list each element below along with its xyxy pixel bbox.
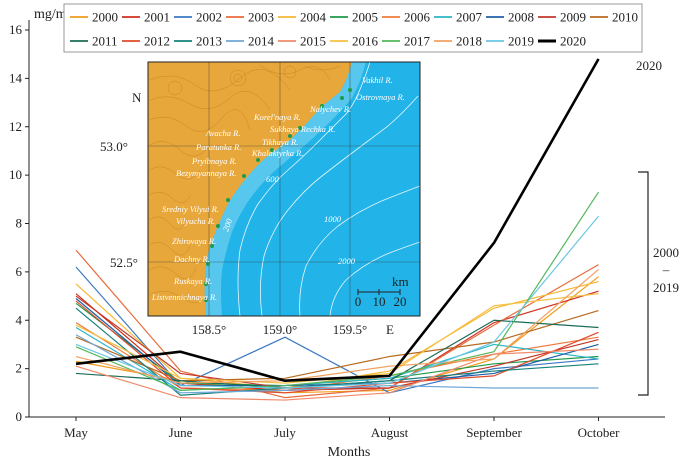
map-grid: [148, 62, 420, 316]
y-tick-label: 10: [9, 167, 22, 182]
legend-label-2002: 2002: [196, 10, 222, 25]
legend-label-2000: 2000: [92, 10, 118, 25]
legend-label-2014: 2014: [248, 34, 275, 49]
legend: 2000 2001 2002 2003 2004 2005 2006 2007 2008 2009…: [70, 10, 638, 49]
scale-unit: km: [392, 274, 409, 289]
legend-label-2009: 2009: [560, 10, 586, 25]
legend-label-2004: 2004: [300, 10, 327, 25]
river-label: Khalaktyrka R.: [251, 148, 303, 158]
series-line-2006: [75, 322, 599, 391]
series-line-2003: [75, 249, 599, 399]
river-label: Sukhaya Rechka R.: [270, 124, 335, 134]
x-tick-label: August: [371, 425, 409, 440]
depth-label: 200: [220, 217, 234, 233]
y-ticks: 0 2 4 6 8 10 12 14 16: [9, 22, 29, 424]
river-label: Ostrovnaya R.: [356, 92, 405, 102]
legend-label-2016: 2016: [352, 34, 379, 49]
lon-label: 159.5°: [333, 322, 367, 337]
river-label: Listvennichnaya R.: [151, 292, 217, 302]
y-tick-label: 0: [16, 409, 23, 424]
river-label: Pryibnaya R.: [191, 156, 237, 166]
series-line-2002: [75, 266, 599, 394]
series-line-2020: [75, 58, 600, 383]
x-tick-label: June: [169, 425, 193, 440]
series-line-2017: [75, 191, 600, 391]
legend-label-2017: 2017: [404, 34, 431, 49]
series-line-2013: [75, 307, 599, 396]
river-label: Avacha R.: [205, 128, 240, 138]
depth-label: 600: [266, 174, 280, 184]
y-tick-label: 14: [9, 70, 23, 85]
lat-label: 53.0°: [100, 139, 128, 154]
river-label: Zhirovaya R.: [172, 236, 216, 246]
river-label: Korel'naya R.: [253, 112, 301, 122]
bracket-label-top: 2000: [653, 245, 679, 260]
legend-label-2001: 2001: [144, 10, 170, 25]
y-tick-label: 4: [16, 312, 23, 327]
map-shelf: [204, 62, 366, 316]
legend-label-2007: 2007: [456, 10, 483, 25]
scale-label: 0: [355, 294, 362, 309]
depth-label: 1000: [324, 214, 342, 224]
x-tick-label: September: [466, 425, 522, 440]
river-label: Bezymyannaya R.: [176, 168, 236, 178]
legend-label-2018: 2018: [456, 34, 482, 49]
legend-label-2006: 2006: [404, 10, 431, 25]
map-sea: [204, 62, 420, 316]
legend-label-2020: 2020: [560, 34, 586, 49]
river-label: Nalychev R.: [309, 104, 351, 114]
river-label: Sredniy Vilyui R.: [162, 204, 219, 214]
river-label: Vilyucha R.: [176, 216, 215, 226]
bracket-label-bottom: 2019: [653, 280, 679, 295]
series-line-2001: [75, 290, 599, 391]
map-terrain: [149, 64, 341, 304]
lat-label: 52.5°: [110, 255, 138, 270]
depth-label: 2000: [338, 256, 356, 266]
bracket-2000-2019: [638, 171, 649, 396]
map-frame: [147, 61, 421, 317]
x-tick-label: October: [578, 425, 621, 440]
legend-label-2010: 2010: [612, 10, 638, 25]
river-label: Paratunka R.: [195, 142, 241, 152]
compass-east: E: [386, 322, 394, 337]
x-axis-label: Months: [328, 445, 371, 460]
y-tick-label: 2: [16, 361, 23, 376]
legend-box: [63, 3, 643, 53]
y-axis-label: mg/m³: [34, 7, 71, 22]
x-tick-label: July: [274, 425, 296, 440]
legend-label-2015: 2015: [300, 34, 326, 49]
legend-label-2008: 2008: [508, 10, 534, 25]
inset-map: Vakhil R. Ostrovnaya R. Nalychev R. Kore…: [100, 61, 421, 337]
legend-label-2005: 2005: [352, 10, 378, 25]
bracket-label-dash: –: [662, 262, 670, 277]
y-tick-label: 12: [9, 119, 22, 134]
series-line-2019: [75, 215, 599, 389]
map-river-mouths: [204, 88, 352, 302]
legend-label-2012: 2012: [144, 34, 170, 49]
lon-label: 159.0°: [263, 322, 297, 337]
series-line-2015: [75, 348, 599, 401]
series-group: [75, 58, 600, 401]
legend-label-2003: 2003: [248, 10, 274, 25]
y-tick-label: 8: [16, 216, 23, 231]
legend-label-2011: 2011: [92, 34, 118, 49]
river-label: Tikhaya R.: [262, 137, 298, 147]
map-depth-contours: [237, 61, 421, 317]
lon-label: 158.5°: [192, 322, 226, 337]
legend-label-2013: 2013: [196, 34, 222, 49]
x-ticks: May June July August September October: [64, 417, 620, 440]
compass-north: N: [132, 90, 142, 105]
annotation-2020: 2020: [636, 58, 662, 73]
river-label: Ruskaya R.: [173, 276, 212, 286]
scale-label: 20: [394, 294, 407, 309]
y-tick-label: 6: [16, 264, 23, 279]
y-tick-label: 16: [9, 22, 23, 37]
axes: [28, 20, 665, 418]
x-tick-label: May: [64, 425, 88, 440]
legend-label-2019: 2019: [508, 34, 534, 49]
river-label: Vakhil R.: [362, 75, 393, 85]
scale-label: 10: [373, 294, 386, 309]
river-label: Dachny R.: [173, 254, 210, 264]
